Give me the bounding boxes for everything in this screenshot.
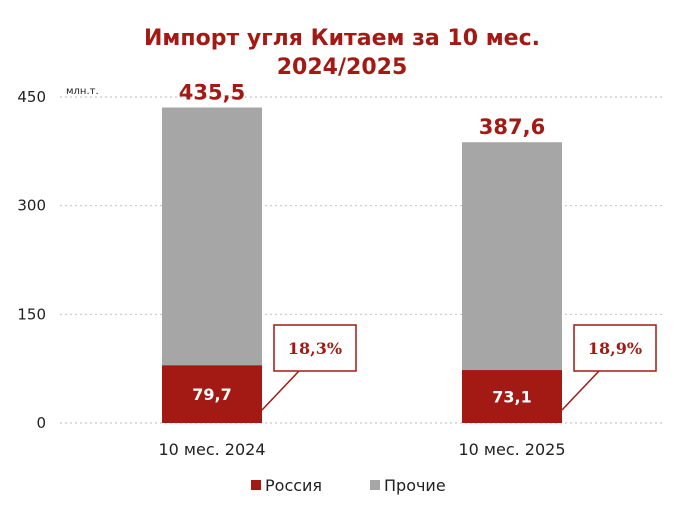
chart-title-line1: Импорт угля Китаем за 10 мес. [144, 26, 540, 51]
share-label: 18,3% [288, 339, 342, 358]
share-callout-box [273, 324, 357, 372]
bar-russia [462, 370, 562, 423]
y-tick-label: 300 [17, 197, 46, 215]
unit-label: млн.т. [66, 86, 99, 97]
bars: 79,7 435,5 73,1 387,6 [162, 81, 562, 423]
russia-value-label: 79,7 [192, 385, 231, 404]
legend-label: Прочие [384, 476, 446, 495]
legend-label: Россия [265, 476, 322, 495]
x-axis-labels: 10 мес. 2024 10 мес. 2025 [158, 440, 565, 459]
bar-russia [162, 365, 262, 423]
legend-swatch [370, 480, 380, 490]
y-tick-label: 150 [17, 305, 46, 323]
x-category-label: 10 мес. 2025 [458, 440, 565, 459]
y-tick-label: 450 [17, 88, 46, 106]
callout-leader [261, 370, 300, 411]
legend-swatch [251, 480, 261, 490]
bar-other [162, 107, 262, 366]
share-callouts: 18,3% 18,9% [261, 324, 657, 411]
bar-other [462, 142, 562, 371]
y-tick-label: 0 [36, 414, 46, 432]
total-value-label: 387,6 [479, 115, 545, 139]
x-category-label: 10 мес. 2024 [158, 440, 265, 459]
y-axis-ticks: 0 150 300 450 [17, 88, 46, 432]
total-value-label: 435,5 [179, 81, 245, 105]
share-label: 18,9% [588, 339, 642, 358]
callout-leader [561, 370, 600, 411]
legend: Россия Прочие [251, 476, 446, 495]
chart-title-line2: 2024/2025 [277, 55, 408, 80]
share-callout-box [573, 324, 657, 372]
russia-value-label: 73,1 [492, 388, 531, 407]
gridlines [60, 96, 665, 424]
